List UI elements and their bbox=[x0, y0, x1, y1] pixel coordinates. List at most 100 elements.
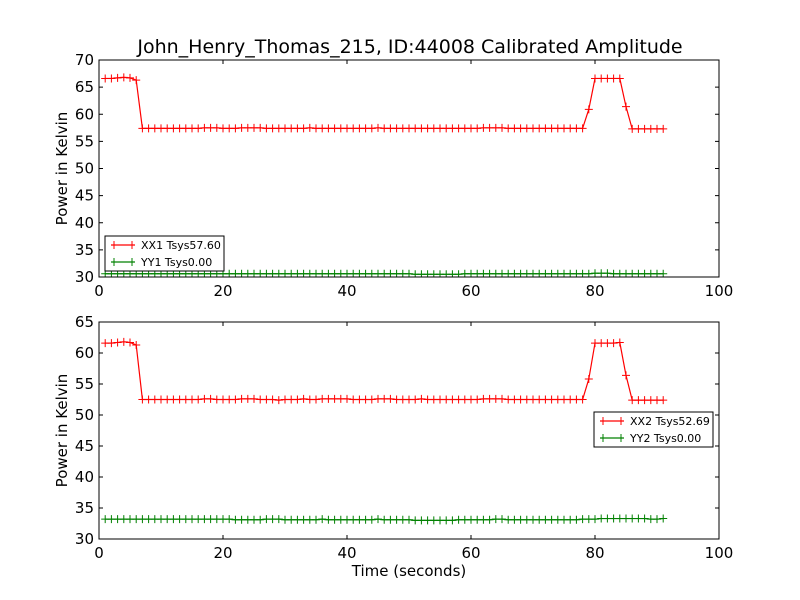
panel-2-data-point bbox=[293, 395, 302, 404]
panel-1-data-point bbox=[194, 124, 203, 133]
panel-1-y-tick-label: 50 bbox=[75, 160, 94, 178]
panel-2-y-tick-label: 60 bbox=[75, 344, 94, 362]
panel-1-legend-label: XX1 Tsys57.60 bbox=[141, 239, 221, 252]
panel-1-series-1 bbox=[101, 73, 668, 133]
panel-2-data-point bbox=[274, 515, 283, 524]
panel-2-y-tick-label: 40 bbox=[75, 468, 94, 486]
panel-1-y-tick-label: 60 bbox=[75, 105, 94, 123]
panel-2-data-point bbox=[411, 395, 420, 404]
panel-2-data-point bbox=[615, 338, 624, 347]
panel-1-data-point bbox=[584, 105, 593, 114]
panel-1-data-point bbox=[659, 124, 668, 133]
panel-2-x-tick-label: 100 bbox=[705, 544, 734, 562]
panel-2-x-tick-label: 0 bbox=[94, 544, 104, 562]
panel-2-data-point bbox=[622, 371, 630, 380]
panel-2-data-point bbox=[485, 515, 494, 524]
panel-1-data-point bbox=[578, 124, 587, 133]
panel-1-legend: XX1 Tsys57.60 YY1 Tsys0.00 bbox=[104, 235, 225, 272]
panel-2-data-point bbox=[343, 394, 351, 403]
panel-2-series-2 bbox=[101, 514, 668, 525]
panel-2-data-point bbox=[312, 395, 320, 404]
panel-2-data-point bbox=[113, 338, 122, 347]
panel-2-y-tick-label: 45 bbox=[75, 437, 94, 455]
panel-2-data-point bbox=[417, 394, 426, 403]
panel-1-axes-frame bbox=[98, 59, 720, 278]
panel-2-data-point bbox=[498, 515, 506, 524]
panel-2-data-point bbox=[591, 515, 599, 524]
panel-2-y-axis-label: Power in Kelvin bbox=[53, 374, 71, 488]
panel-1-data-point bbox=[603, 269, 612, 277]
panel-1-data-point bbox=[405, 269, 413, 277]
panel-1-series-2 bbox=[101, 269, 668, 277]
x-axis-label: Time (seconds) bbox=[351, 562, 467, 580]
panel-1-legend-box bbox=[104, 235, 225, 272]
panel-2-data-point bbox=[367, 515, 376, 524]
panel-1-y-tick-label: 55 bbox=[75, 132, 94, 150]
panel-2-x-tick-label: 60 bbox=[461, 544, 480, 562]
panel-1-y-axis-label: Power in Kelvin bbox=[53, 112, 71, 226]
panel-2: 0 20 40 60 80 100 30 35 40 45 50 55 60 65 Power in Kel… bbox=[53, 313, 733, 580]
panel-2-data-point bbox=[268, 395, 277, 404]
panel-1-y-tick-label: 45 bbox=[75, 187, 94, 205]
panel-2-data-point bbox=[274, 396, 283, 405]
panel-1-data-point bbox=[622, 102, 630, 111]
panel-2-data-point bbox=[659, 514, 668, 523]
panel-1-data-point bbox=[126, 73, 134, 82]
panel-1-y-tick-label: 30 bbox=[75, 268, 94, 286]
panel-1-x-tick-label: 40 bbox=[337, 282, 356, 300]
panel-2-data-point bbox=[299, 394, 308, 403]
panel-1-data-point bbox=[584, 269, 593, 277]
plot-panels: 0 20 40 60 80 100 30 35 40 45 50 55 60 65 70 Power in K… bbox=[53, 51, 733, 580]
panel-1-y-tick-label: 40 bbox=[75, 214, 94, 232]
panel-2-data-point bbox=[386, 394, 395, 403]
panel-1-x-tick-label: 80 bbox=[585, 282, 604, 300]
panel-1-data-point bbox=[659, 269, 668, 277]
panel-2-data-point bbox=[318, 515, 327, 524]
panel-2-data-point bbox=[653, 515, 661, 524]
panel-1-data-point bbox=[374, 123, 382, 132]
panel-1-legend-label: YY1 Tsys0.00 bbox=[140, 256, 212, 269]
panel-1-y-tick-label: 35 bbox=[75, 241, 94, 259]
panel-2-data-point bbox=[225, 515, 234, 524]
panel-2-data-point bbox=[256, 515, 265, 524]
panel-1-data-point bbox=[305, 123, 314, 132]
panel-2-data-point bbox=[206, 394, 215, 403]
panel-2-data-point bbox=[659, 396, 668, 405]
panel-1-data-point bbox=[132, 76, 141, 85]
panel-2-data-point bbox=[194, 395, 203, 404]
panel-2-data-point bbox=[609, 339, 618, 348]
panel-2-series-1 bbox=[101, 337, 668, 405]
panel-2-data-point bbox=[448, 516, 457, 525]
panel-2-data-point bbox=[250, 394, 258, 403]
panel-2-data-point bbox=[312, 515, 320, 524]
panel-2-data-point bbox=[572, 515, 581, 524]
panel-1-data-point bbox=[473, 124, 482, 133]
panel-2-legend-box bbox=[593, 411, 714, 448]
panel-1: 0 20 40 60 80 100 30 35 40 45 50 55 60 65 70 Power in K… bbox=[53, 51, 733, 300]
panel-1-y-tick-label: 65 bbox=[75, 78, 94, 96]
panel-1-data-point bbox=[119, 73, 128, 82]
panel-2-data-point bbox=[231, 395, 240, 404]
panel-2-data-point bbox=[584, 375, 593, 384]
panel-2-y-tick-label: 35 bbox=[75, 499, 94, 517]
panel-2-data-point bbox=[405, 515, 413, 524]
panel-1-data-point bbox=[212, 123, 221, 132]
panel-2-y-tick-label: 55 bbox=[75, 375, 94, 393]
panel-2-y-tick-label: 50 bbox=[75, 406, 94, 424]
panel-2-x-tick-label: 20 bbox=[213, 544, 232, 562]
panel-1-x-tick-label: 100 bbox=[705, 282, 734, 300]
panel-2-data-point bbox=[473, 395, 482, 404]
panel-2-axes-frame bbox=[98, 321, 720, 540]
panel-1-data-point bbox=[256, 123, 265, 132]
panel-1-x-tick-label: 20 bbox=[213, 282, 232, 300]
chart-title: John_Henry_Thomas_215, ID:44008 Calibrat… bbox=[136, 36, 682, 58]
panel-2-data-point bbox=[640, 514, 649, 523]
panel-1-x-tick-label: 60 bbox=[461, 282, 480, 300]
panel-2-data-point bbox=[126, 338, 134, 347]
panel-1-data-point bbox=[299, 124, 308, 133]
panel-2-legend-label: XX2 Tsys52.69 bbox=[630, 415, 710, 428]
panel-2-data-point bbox=[498, 394, 506, 403]
panel-1-data-point bbox=[231, 124, 240, 133]
panel-2-data-point bbox=[119, 337, 128, 346]
